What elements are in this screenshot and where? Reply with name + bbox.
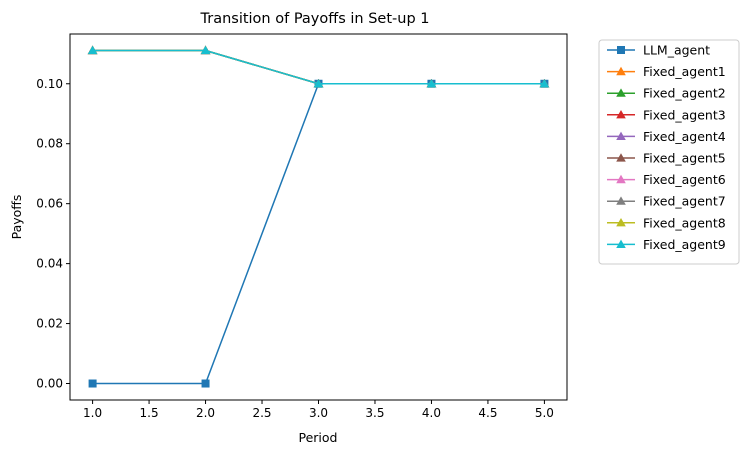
legend-marker (616, 239, 626, 248)
y-tick-label: 0.04 (36, 257, 63, 271)
x-tick-label: 4.0 (422, 406, 441, 420)
plot-frame (69, 33, 568, 401)
series-line (92, 49, 545, 85)
data-point (201, 379, 210, 388)
y-tick-label: 0.02 (36, 317, 63, 331)
x-tick-label: 3.5 (365, 406, 384, 420)
legend-marker (616, 153, 626, 162)
plot-content (87, 45, 550, 388)
legend-label: Fixed_agent2 (643, 86, 726, 101)
x-tick-label: 1.5 (140, 406, 159, 420)
data-point (88, 379, 97, 388)
legend-label: Fixed_agent9 (643, 237, 726, 252)
series-line (92, 49, 545, 85)
series-line (92, 49, 545, 85)
legend-marker (616, 66, 626, 76)
legend-marker (616, 174, 626, 184)
legend-marker (616, 88, 626, 97)
data-point (200, 45, 211, 55)
y-tick-label: 0.00 (36, 377, 63, 391)
series-line (92, 49, 545, 85)
legend-marker (616, 131, 626, 140)
data-point (539, 78, 550, 88)
series-line (92, 49, 545, 85)
y-axis-label: Payoffs (9, 195, 24, 240)
series-line (92, 49, 545, 85)
legend-marker (616, 218, 626, 227)
series-line (92, 49, 545, 85)
legend-label: Fixed_agent3 (643, 107, 726, 122)
y-axis: 0.00 0.02 0.04 0.06 0.08 0.10 (36, 77, 70, 391)
legend: LLM_agent Fixed_agent1 Fixed_agent2 Fixed_a… (598, 39, 740, 265)
legend-label: Fixed_agent8 (643, 215, 726, 230)
chart-title: Transition of Payoffs in Set-up 1 (200, 11, 430, 27)
y-tick-label: 0.10 (36, 77, 63, 91)
legend-marker (616, 196, 626, 205)
legend-marker (616, 110, 626, 119)
y-tick-label: 0.08 (36, 137, 63, 151)
legend-marker (617, 46, 625, 54)
x-tick-label: 5.0 (535, 406, 554, 420)
legend-box (598, 39, 740, 265)
data-point (87, 45, 98, 55)
series-line (92, 83, 545, 385)
legend-label: Fixed_agent5 (643, 151, 726, 166)
data-point (313, 78, 324, 88)
legend-label: Fixed_agent1 (643, 64, 726, 79)
series-line (92, 49, 545, 85)
x-tick-label: 1.0 (83, 406, 102, 420)
series-line (92, 49, 545, 85)
x-tick-label: 3.0 (309, 406, 328, 420)
x-tick-label: 2.0 (196, 406, 215, 420)
legend-label: LLM_agent (643, 43, 710, 58)
legend-label: Fixed_agent7 (643, 194, 726, 209)
legend-label: Fixed_agent6 (643, 172, 726, 187)
legend-label: Fixed_agent4 (643, 129, 726, 144)
x-axis: 1.0 1.5 2.0 2.5 3.0 3.5 4.0 4.5 5.0 (83, 400, 554, 420)
x-tick-label: 2.5 (252, 406, 271, 420)
x-axis-label: Period (299, 430, 338, 445)
y-tick-label: 0.06 (36, 197, 63, 211)
x-tick-label: 4.5 (478, 406, 497, 420)
data-point (426, 78, 437, 88)
